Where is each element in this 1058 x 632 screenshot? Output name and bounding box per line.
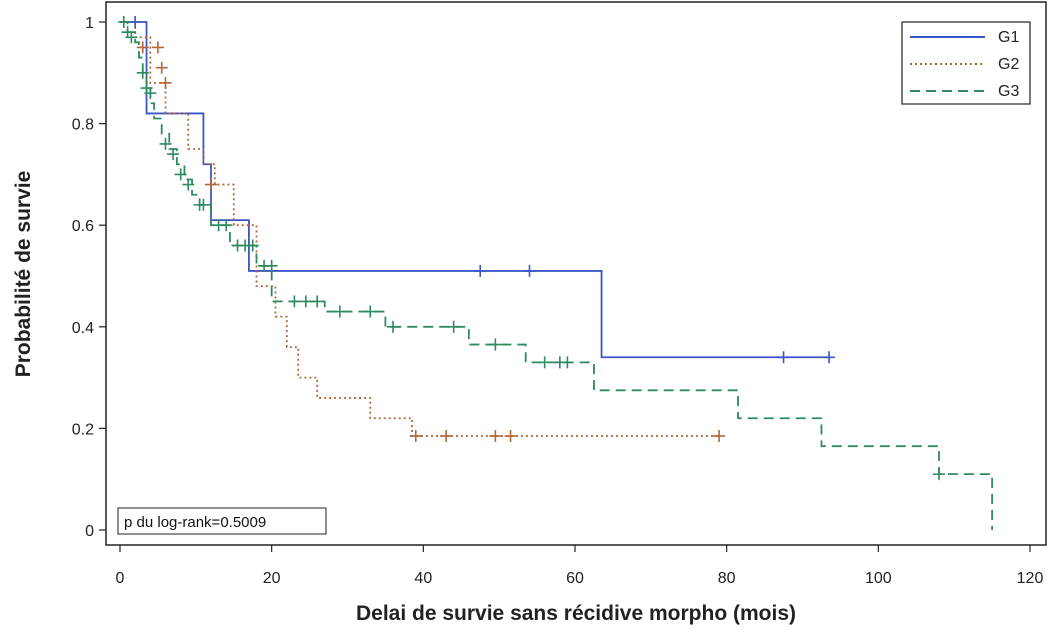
censor-mark-g3 — [933, 468, 945, 481]
x-tick-label: 0 — [116, 570, 125, 587]
censor-mark-g2 — [504, 430, 517, 443]
censor-mark-g2 — [409, 430, 422, 443]
censor-mark-g2 — [713, 430, 726, 443]
x-tick-label: 80 — [718, 570, 736, 587]
censor-mark-g3 — [538, 356, 551, 369]
censor-mark-g3 — [333, 305, 346, 318]
censor-mark-g3 — [182, 178, 195, 191]
censor-mark-g3 — [246, 239, 259, 252]
censor-mark-g1 — [523, 264, 536, 277]
censor-mark-g3 — [288, 295, 301, 308]
x-tick-label: 60 — [566, 570, 584, 587]
censor-mark-g3 — [265, 259, 278, 272]
x-tick-label: 20 — [263, 570, 281, 587]
y-axis-title: Probabilité de survie — [12, 171, 35, 378]
censor-mark-g3 — [447, 320, 460, 333]
censor-mark-g2 — [159, 76, 172, 89]
log-rank-annotation: p du log-rank=0.5009 — [117, 507, 327, 535]
censor-mark-g2 — [151, 41, 164, 54]
censor-mark-g3 — [489, 338, 502, 351]
censor-mark-g1 — [129, 16, 142, 28]
censor-mark-g3 — [220, 219, 233, 232]
plot-frame — [105, 1, 1047, 546]
censor-mark-g3 — [167, 148, 180, 161]
x-tick-label: 100 — [865, 570, 892, 587]
censor-mark-g2 — [489, 430, 502, 443]
x-tick-label: 120 — [1017, 570, 1044, 587]
y-tick-label: 1 — [85, 15, 94, 32]
censor-mark-g3 — [117, 16, 130, 28]
y-tick-label: 0.8 — [72, 117, 94, 134]
censor-mark-g3 — [174, 168, 187, 181]
annotation-text: p du log-rank=0.5009 — [124, 514, 266, 531]
censor-mark-g3 — [387, 320, 399, 333]
censor-mark-g3 — [561, 356, 574, 369]
censor-mark-g3 — [197, 198, 210, 211]
y-tick-label: 0.6 — [72, 218, 94, 235]
censor-mark-g2 — [440, 430, 453, 443]
x-tick-label: 40 — [414, 570, 432, 587]
legend-label-g3: G3 — [998, 83, 1019, 100]
censor-mark-g2 — [136, 41, 149, 54]
censor-mark-g3 — [311, 295, 324, 308]
y-tick-label: 0.4 — [72, 320, 94, 337]
y-tick-label: 0 — [85, 523, 94, 540]
axis-ticks: 0 20 40 60 80 100 120 0 0.2 0.4 0.6 0.8 1 — [72, 15, 1044, 587]
survival-curves — [120, 21, 993, 530]
censor-mark-g3 — [144, 87, 157, 100]
censor-mark-g3 — [125, 31, 138, 44]
censor-mark-g1 — [823, 351, 836, 364]
censor-mark-g3 — [299, 295, 312, 308]
censor-mark-g3 — [364, 305, 377, 318]
censor-marks — [117, 16, 945, 481]
series-line-g2 — [120, 21, 720, 437]
censor-mark-g3 — [159, 137, 172, 150]
censor-mark-g1 — [777, 351, 790, 364]
legend: G1 G2 G3 — [901, 21, 1031, 105]
censor-mark-g3 — [136, 66, 149, 79]
legend-label-g2: G2 — [998, 56, 1019, 73]
censor-mark-g2 — [155, 61, 168, 74]
annotation-box — [117, 507, 327, 535]
legend-label-g1: G1 — [998, 29, 1019, 46]
censor-mark-g1 — [474, 264, 487, 277]
y-tick-label: 0.2 — [72, 421, 94, 438]
series-line-g3 — [120, 21, 993, 530]
censor-mark-g2 — [205, 178, 217, 191]
x-axis-title: Delai de survie sans récidive morpho (mo… — [356, 602, 796, 625]
series-line-g1 — [120, 21, 830, 359]
